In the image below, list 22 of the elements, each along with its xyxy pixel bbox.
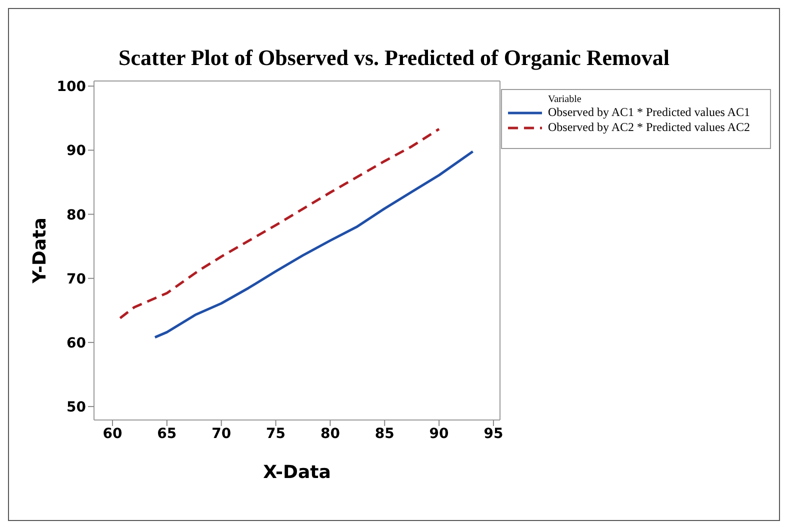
chart-title: Scatter Plot of Observed vs. Predicted of Organic Removal bbox=[118, 45, 670, 71]
x-tick-label: 75 bbox=[266, 426, 286, 442]
x-tick-label: 90 bbox=[429, 426, 450, 442]
line-series bbox=[154, 150, 474, 339]
x-tick-label: 95 bbox=[484, 426, 504, 442]
y-tick-label: 80 bbox=[66, 207, 86, 224]
legend-label: Observed by AC1 * Predicted values AC1 bbox=[548, 105, 750, 120]
y-tick-label: 50 bbox=[66, 400, 86, 416]
x-axis-title: X-Data bbox=[263, 462, 331, 483]
x-tick-label: 65 bbox=[157, 426, 177, 442]
y-tick-label: 70 bbox=[66, 271, 86, 288]
x-tick-label: 85 bbox=[374, 426, 394, 442]
y-tick-label: 60 bbox=[66, 335, 86, 352]
legend-title: Variable bbox=[548, 94, 582, 105]
x-tick-label: 60 bbox=[102, 426, 123, 442]
y-axis-title: Y-Data bbox=[29, 218, 50, 284]
line-series bbox=[118, 128, 440, 320]
legend-label: Observed by AC2 * Predicted values AC2 bbox=[548, 120, 750, 135]
x-tick-label: 70 bbox=[212, 426, 232, 442]
x-tick-label: 80 bbox=[320, 426, 340, 442]
y-tick-label: 90 bbox=[66, 143, 86, 160]
y-tick-label: 100 bbox=[56, 79, 86, 96]
